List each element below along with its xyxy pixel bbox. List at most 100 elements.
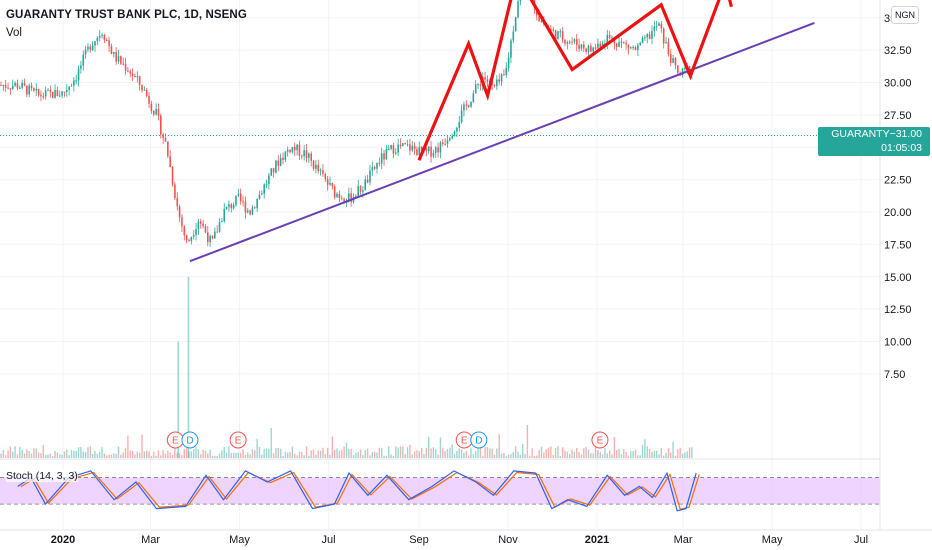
candle-body [625,42,627,45]
event-marker-label: D [475,436,482,447]
candle-body [14,83,16,86]
candle-body [324,174,327,180]
event-marker-circle[interactable] [229,431,247,449]
candle-body [387,148,390,150]
volume-bar [651,451,653,458]
candle-body [677,65,679,73]
volume-bar [289,452,291,458]
candle-body [442,142,444,144]
candle-body [58,95,61,97]
volume-bar [2,450,5,458]
candle-body [256,198,258,209]
candle-body [402,143,404,147]
volume-bar [688,447,691,458]
volume-bar [82,451,84,458]
price-tick-label: 17.50 [884,239,912,251]
candle-body [77,68,80,81]
volume-bar [460,449,463,458]
candle-body [322,170,324,175]
candle-body [183,226,186,236]
candle-body [484,77,486,80]
volume-bar [439,437,442,458]
volume-bar [254,450,256,458]
volume-bar [122,452,124,458]
volume-bar [21,449,23,458]
candle-body [232,204,235,209]
volume-bar [350,448,352,458]
candle-body [2,85,5,87]
volume-bar [256,438,258,458]
candle-body [458,122,461,128]
candle-body [115,51,117,62]
candle-body [648,34,651,39]
candle-body [467,105,470,107]
volume-bar [543,452,545,458]
volume-bar [296,455,298,458]
last-price-value: 31.00 [895,128,922,140]
event-marker-circle[interactable] [470,431,488,449]
currency-button[interactable]: NGN [891,6,919,24]
volume-bar [632,450,634,458]
candle-body [16,83,19,89]
candle-body [160,115,162,135]
volume-bar [148,451,150,458]
candle-body [293,146,296,151]
volume-bar [171,454,174,458]
candle-body [110,46,113,55]
volume-bar [611,454,613,458]
volume-bar [338,450,341,458]
candle-body [270,168,273,176]
price-grid [0,0,880,530]
volume-bar [390,454,392,458]
candle-body [202,223,204,227]
event-marker-circle[interactable] [181,431,199,449]
volume-bar [218,453,221,458]
event-marker-circle[interactable] [591,431,609,449]
volume-bar [68,455,70,458]
volume-bar [592,453,594,458]
volume-bar [329,454,331,458]
volume-bar [613,436,616,458]
volume-bar [428,436,430,458]
candle-body [9,88,12,90]
candle-body [430,146,432,157]
volume-bar [77,447,80,458]
volume-bar [385,455,388,458]
volume-bar [503,452,505,458]
volume-bar [223,447,225,458]
candle-body [540,20,543,22]
candle-body [550,29,552,31]
candle-body [329,182,331,185]
volume-label: Vol [6,27,22,39]
volume-bar [538,450,540,458]
volume-bar [437,454,439,458]
candle-body [73,80,75,86]
volume-bar [561,447,564,458]
volume-bar [7,450,9,458]
volume-bar [190,451,193,458]
candle-body [75,80,77,82]
volume-bar [411,454,413,458]
price-tick-label: 30.00 [884,78,912,90]
candle-body [148,95,150,104]
candle-body [63,91,66,93]
volume-bar [5,455,7,458]
time-axis[interactable]: 2020 Mar May Jul Sep Nov 2021 Mar May Jul [0,529,932,546]
candle-body [239,193,242,202]
volume-bars [0,276,693,458]
candle-body [568,41,571,43]
price-axis[interactable]: 4037.5035.0032.5030.0027.5025.0022.5020.… [879,0,932,550]
volume-bar [641,444,644,458]
candle-body [134,76,136,78]
candle-body [289,149,291,153]
candle-body [21,82,23,88]
candle-body [366,179,369,183]
volume-bar [416,450,418,458]
volume-bar [371,452,373,458]
time-tick-label: May [229,534,250,546]
candle-body [254,207,256,209]
trendline [189,21,815,263]
volume-bar [491,448,493,458]
